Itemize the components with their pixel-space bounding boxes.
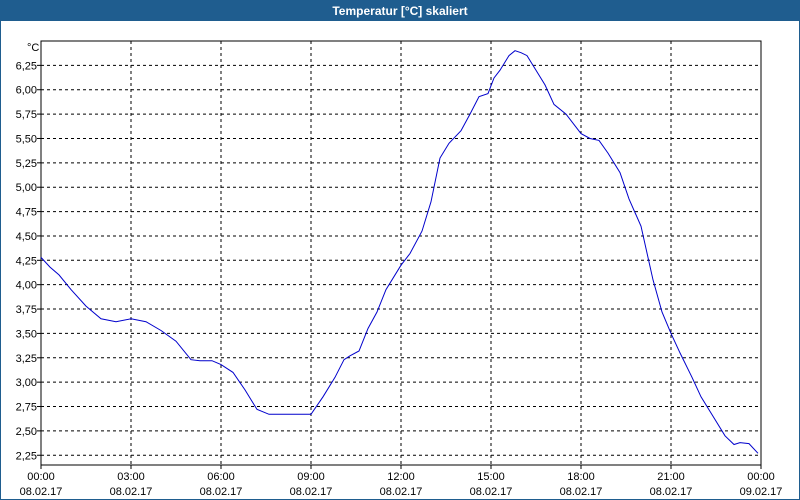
x-tick-date-label: 08.02.17 bbox=[20, 486, 63, 498]
x-tick-time-label: 09:00 bbox=[297, 471, 325, 483]
y-tick-label: 5,75 bbox=[16, 109, 37, 121]
x-tick-date-label: 08.02.17 bbox=[470, 486, 513, 498]
grid bbox=[41, 41, 761, 465]
y-tick-label: 5,50 bbox=[16, 133, 37, 145]
y-tick-label: 2,50 bbox=[16, 426, 37, 438]
y-tick-label: 3,75 bbox=[16, 304, 37, 316]
y-tick-label: 3,00 bbox=[16, 377, 37, 389]
x-tick-time-label: 00:00 bbox=[27, 471, 55, 483]
y-tick-label: 4,00 bbox=[16, 280, 37, 292]
x-tick-time-label: 06:00 bbox=[207, 471, 235, 483]
x-tick-date-label: 08.02.17 bbox=[650, 486, 693, 498]
y-tick-label: 3,50 bbox=[16, 328, 37, 340]
chart-title: Temperatur [°C] skaliert bbox=[1, 1, 799, 21]
x-tick-date-label: 08.02.17 bbox=[110, 486, 153, 498]
x-tick-time-label: 00:00 bbox=[747, 471, 775, 483]
x-tick-time-label: 15:00 bbox=[477, 471, 505, 483]
y-tick-label: 2,25 bbox=[16, 450, 37, 462]
y-axis-ticks: 2,25 2,50 2,75 3,00 3,25 3,50 3,75 4,00 4,25 4,50… bbox=[16, 60, 41, 462]
y-tick-label: 4,50 bbox=[16, 231, 37, 243]
x-tick-date-label: 08.02.17 bbox=[380, 486, 423, 498]
x-tick-date-label: 08.02.17 bbox=[560, 486, 603, 498]
y-tick-label: 4,25 bbox=[16, 255, 37, 267]
x-tick-date-label: 08.02.17 bbox=[200, 486, 243, 498]
x-tick-time-label: 12:00 bbox=[387, 471, 415, 483]
y-tick-label: 3,25 bbox=[16, 353, 37, 365]
x-tick-date-label: 09.02.17 bbox=[740, 486, 783, 498]
y-tick-label: 6,00 bbox=[16, 85, 37, 97]
x-tick-date-label: 08.02.17 bbox=[290, 486, 333, 498]
y-tick-label: 5,25 bbox=[16, 158, 37, 170]
temperature-chart: °C 2,25 2,50 2,75 3,00 3,25 3,50 3,75 4,00 4,25 4… bbox=[16, 40, 783, 498]
y-tick-label: 4,75 bbox=[16, 207, 37, 219]
temperature-series-line bbox=[40, 50, 759, 454]
y-tick-label: 6,25 bbox=[16, 60, 37, 72]
y-tick-label: 5,00 bbox=[16, 182, 37, 194]
x-tick-time-label: 03:00 bbox=[117, 471, 145, 483]
x-tick-time-label: 18:00 bbox=[567, 471, 595, 483]
x-axis-ticks: 00:00 08.02.17 03:00 08.02.17 06:00 08.02.17 0… bbox=[20, 465, 783, 498]
y-tick-label: 2,75 bbox=[16, 402, 37, 414]
y-axis-unit: °C bbox=[27, 42, 39, 54]
x-tick-time-label: 21:00 bbox=[657, 471, 685, 483]
